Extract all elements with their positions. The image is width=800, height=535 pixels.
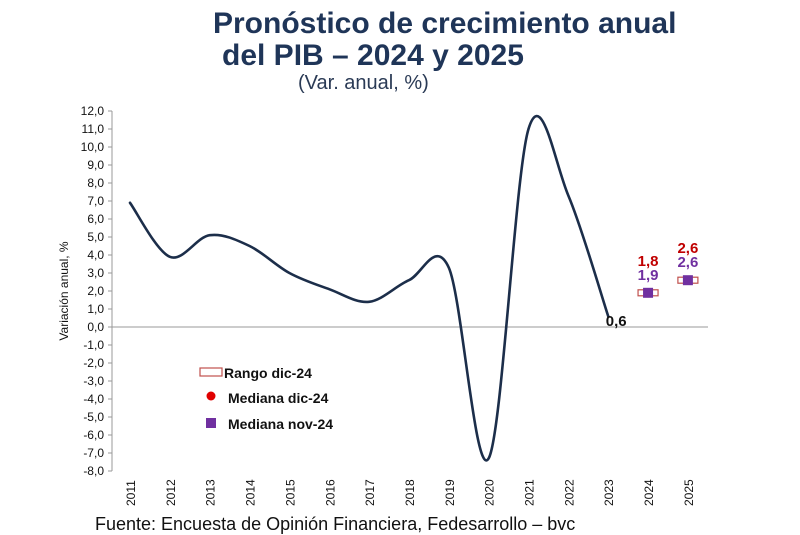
x-tick-label: 2015	[283, 479, 297, 506]
y-tick-label: -3,0	[83, 374, 104, 388]
y-tick-label: 7,0	[87, 194, 104, 208]
x-tick-label: 2021	[523, 479, 537, 506]
y-tick-label: 5,0	[87, 230, 104, 244]
x-tick-label: 2025	[682, 479, 696, 506]
y-tick-label: -7,0	[83, 446, 104, 460]
x-tick-label: 2012	[164, 479, 178, 506]
x-tick-label: 2017	[363, 479, 377, 506]
x-tick-label: 2018	[403, 479, 417, 506]
legend-label-mediana-nov: Mediana nov-24	[228, 416, 333, 432]
data-label-nov24: 2,6	[677, 254, 698, 271]
data-label-nov24: 1,9	[638, 267, 659, 284]
legend-label-rango: Rango dic-24	[224, 365, 312, 381]
chart-subtitle: (Var. anual, %)	[298, 72, 429, 94]
x-tick-label: 2019	[443, 479, 457, 506]
x-tick-label: 2016	[323, 479, 337, 506]
y-tick-label: 10,0	[81, 140, 105, 154]
gdp-growth-line	[128, 114, 610, 462]
y-tick-label: -5,0	[83, 410, 104, 424]
x-tick-label: 2014	[244, 479, 258, 506]
data-label-dic24: 1,8	[638, 253, 659, 270]
legend-range-icon	[199, 367, 223, 377]
x-tick-label: 2020	[483, 479, 497, 506]
x-tick-label: 2022	[562, 479, 576, 506]
y-tick-label: -6,0	[83, 428, 104, 442]
legend-circle-icon	[206, 391, 216, 401]
y-tick-label: 9,0	[87, 158, 104, 172]
mediana-nov24-marker	[643, 287, 654, 298]
mediana-nov24-marker	[682, 275, 693, 286]
x-tick-label: 2024	[642, 479, 656, 506]
y-tick-label: 1,0	[87, 302, 104, 316]
y-tick-label: 4,0	[87, 248, 104, 262]
y-tick-label: -1,0	[83, 338, 104, 352]
y-tick-label: 3,0	[87, 266, 104, 280]
chart-title: Pronóstico de crecimiento anual	[213, 7, 677, 40]
y-axis-label: Variación anual, %	[57, 241, 71, 341]
x-tick-label: 2011	[124, 480, 138, 506]
source-note: Fuente: Encuesta de Opinión Financiera, …	[95, 514, 576, 534]
chart-title-line2: del PIB – 2024 y 2025	[222, 39, 524, 72]
y-tick-label: -2,0	[83, 356, 104, 370]
y-tick-label: -8,0	[83, 464, 104, 478]
y-tick-label: 8,0	[87, 176, 104, 190]
y-tick-label: -4,0	[83, 392, 104, 406]
legend-label-mediana-dic: Mediana dic-24	[228, 390, 329, 406]
y-tick-label: 2,0	[87, 284, 104, 298]
data-label-dic24: 2,6	[677, 240, 698, 257]
legend-square-icon	[206, 418, 216, 428]
y-tick-label: 12,0	[81, 104, 105, 118]
y-tick-label: 6,0	[87, 212, 104, 226]
y-tick-label: 11,0	[82, 122, 105, 136]
x-tick-label: 2013	[204, 479, 218, 506]
data-label-2023: 0,6	[606, 313, 627, 330]
x-tick-label: 2023	[602, 479, 616, 506]
y-tick-label: 0,0	[87, 320, 104, 334]
